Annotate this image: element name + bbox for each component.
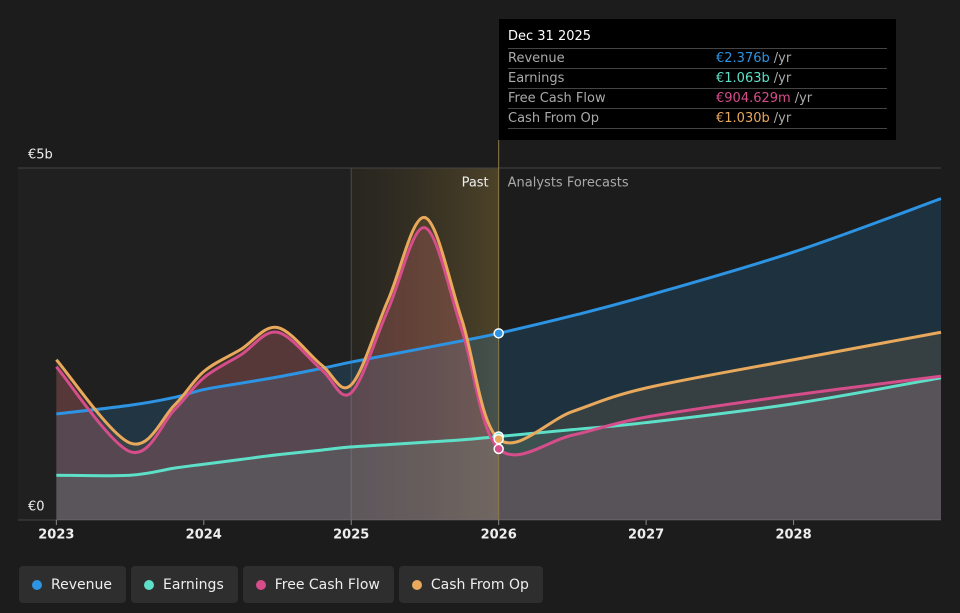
series-line [56, 197, 942, 416]
series-line [55, 216, 942, 446]
y-tick-label: €0 [28, 500, 45, 515]
tooltip-row: Earnings €1.063b/yr [508, 68, 887, 88]
tooltip-value: €904.629m [716, 91, 791, 106]
series-area [56, 227, 942, 521]
tooltip-unit: /yr [794, 91, 813, 106]
legend: Revenue Earnings Free Cash Flow Cash From O… [19, 566, 543, 603]
point [493, 433, 504, 445]
x-tick-label: 2028 [775, 528, 811, 543]
legend-item[interactable]: Free Cash Flow [242, 566, 394, 603]
series-line [56, 376, 942, 478]
legend-item[interactable]: Earnings [130, 566, 238, 603]
tooltip-unit: /yr [773, 111, 792, 126]
tooltip-row: Cash From Op €1.030b/yr [508, 108, 887, 129]
x-tick-label: 2023 [38, 528, 74, 543]
tooltip-value: €1.063b [716, 71, 770, 86]
point [493, 443, 504, 455]
series-line [55, 226, 942, 457]
past-label: Past [462, 176, 489, 191]
tooltip-label: Earnings [508, 71, 565, 86]
tooltip-label: Cash From Op [508, 111, 600, 126]
legend-label: Cash From Op [430, 576, 529, 593]
tooltip-row: Revenue €2.376b/yr [508, 48, 887, 68]
tooltip-title: Dec 31 2025 [508, 29, 592, 44]
x-tick-label: 2025 [333, 528, 369, 543]
tooltip: Dec 31 2025 Revenue €2.376b/yr Earnings €1.0… [499, 19, 896, 140]
legend-item[interactable]: Cash From Op [398, 566, 543, 603]
x-tick-label: 2026 [481, 528, 517, 543]
tooltip-unit: /yr [773, 51, 792, 66]
legend-dot [32, 579, 42, 590]
series-area [56, 217, 942, 520]
tooltip-value: €2.376b [716, 51, 770, 66]
y-tick-label: €5b [28, 148, 53, 163]
x-tick-label: 2027 [628, 528, 664, 543]
legend-label: Free Cash Flow [274, 576, 380, 593]
legend-dot [255, 579, 266, 590]
legend-label: Revenue [51, 576, 112, 593]
legend-item[interactable]: Revenue [19, 566, 126, 603]
tooltip-value: €1.030b [716, 111, 770, 126]
tooltip-label: Revenue [508, 51, 565, 66]
x-tick-label: 2024 [186, 528, 222, 543]
legend-dot [143, 579, 154, 590]
tooltip-label: Free Cash Flow [508, 91, 606, 106]
point [493, 328, 504, 339]
tooltip-unit: /yr [773, 71, 792, 86]
tooltip-row: Free Cash Flow €904.629m/yr [508, 88, 887, 108]
forecast-label: Analysts Forecasts [508, 176, 629, 191]
legend-dot [411, 579, 422, 590]
legend-label: Earnings [162, 576, 224, 593]
